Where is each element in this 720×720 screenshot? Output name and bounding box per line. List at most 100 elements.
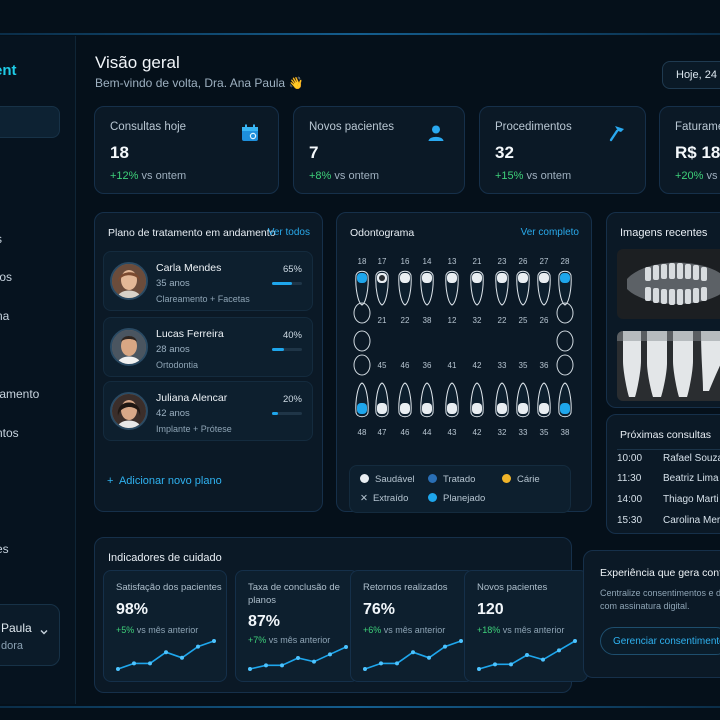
tooth-number: 23 [498, 257, 507, 266]
tooth [420, 270, 434, 306]
card-title: Odontograma [350, 227, 415, 239]
page-subtitle: Bem-vindo de volta, Dra. Ana Paula 👋 [95, 76, 304, 90]
tooth-number: 41 [448, 361, 457, 370]
stat-card-faturamento[interactable]: Faturamen R$ 18. +20% vs [659, 106, 720, 194]
sidebar-item[interactable]: ntos [0, 426, 19, 440]
sidebar-item[interactable]: tos [0, 270, 13, 284]
patient-age: 28 anos [156, 344, 190, 355]
indicator-card[interactable]: Taxa de conclusão de planos 87% +7% vs m… [235, 570, 359, 682]
sidebar-item[interactable]: es [0, 542, 9, 556]
patient-row[interactable]: Juliana Alencar 42 anos Implante + Próte… [103, 381, 313, 441]
user-name: Paula [1, 621, 32, 635]
patient-row[interactable]: Carla Mendes 35 anos Clareamento + Facet… [103, 251, 313, 311]
tooth-number: 26 [519, 257, 528, 266]
tooth-number: 47 [378, 428, 387, 437]
stat-card-consultas[interactable]: Consultas hoje 18 +12% vs ontem [94, 106, 279, 194]
tooth-number: 18 [358, 257, 367, 266]
sparkline-point [411, 650, 415, 655]
stat-value: R$ 18. [675, 143, 720, 162]
sparkline-point [573, 639, 577, 643]
stat-card-novos-pacientes[interactable]: Novos pacientes 7 +8% vs ontem [293, 106, 465, 194]
appointment-row[interactable]: 10:00 Rafael Souza [617, 449, 720, 469]
consent-title: Experiência que gera conf [600, 567, 720, 579]
tooth [445, 382, 459, 418]
tooth-number: 45 [378, 361, 387, 370]
sidebar: ent s tos na tamento ntos es Paula dora [0, 36, 76, 704]
sparkline-point [395, 661, 399, 666]
appointment-row[interactable]: 11:30 Beatriz Lima [617, 473, 719, 484]
stat-delta: +12% vs ontem [110, 170, 187, 182]
page-title: Visão geral [95, 53, 180, 72]
legend-item-extraido: ✕ Extraído [360, 493, 409, 504]
indicator-card[interactable]: Satisfação dos pacientes 98% +5% vs mês … [103, 570, 227, 682]
sparkline-point [116, 667, 120, 671]
indicator-label: Novos pacientes [477, 582, 548, 593]
card-title: Indicadores de cuidado [108, 552, 222, 564]
card-title: Plano de tratamento em andamento [108, 227, 276, 239]
sparkline-point [459, 639, 463, 643]
sidebar-item[interactable]: tamento [0, 387, 40, 401]
progress-fill [272, 412, 278, 415]
xray-image-periapical[interactable] [617, 331, 720, 401]
indicator-card[interactable]: Novos pacientes 120 +18% vs mês anterior [464, 570, 588, 682]
xray-image-panoramic[interactable] [617, 249, 720, 319]
tooth-number: 22 [498, 316, 507, 325]
brand-logo-text: ent [0, 62, 17, 79]
user-profile-menu[interactable]: Paula dora [0, 604, 60, 666]
molar-outline [556, 330, 574, 352]
appointment-row[interactable]: 14:00 Thiago Marti [617, 494, 719, 505]
view-complete-link[interactable]: Ver completo [520, 227, 579, 238]
view-all-link[interactable]: Ver todos [267, 227, 310, 238]
sparkline-point [525, 653, 529, 657]
tooth-number: 33 [519, 428, 528, 437]
patient-row[interactable]: Lucas Ferreira 28 anos Ortodontia 40% [103, 317, 313, 377]
sidebar-item[interactable]: s [0, 232, 2, 246]
tooth-number: 12 [448, 316, 457, 325]
sparkline-point [312, 659, 316, 664]
sparkline-line [117, 640, 215, 670]
tooth-number: 27 [540, 257, 549, 266]
tooth [558, 270, 572, 306]
stat-label: Novos pacientes [309, 121, 395, 133]
manage-consents-button[interactable]: Gerenciar consentimentos [600, 627, 720, 655]
appointment-row[interactable]: 15:30 Carolina Mer [617, 515, 720, 526]
chevron-down-icon [40, 630, 48, 635]
add-plan-button[interactable]: + Adicionar novo plano [107, 475, 222, 487]
tooth-number: 33 [498, 361, 507, 370]
tooth [398, 270, 412, 306]
sparkline-point [477, 667, 481, 671]
progress-percent: 40% [282, 330, 302, 341]
plus-icon: + [107, 475, 114, 487]
molar-outline [556, 354, 574, 376]
sparkline-point [427, 655, 431, 660]
tooth [355, 382, 369, 418]
stat-value: 18 [110, 143, 129, 162]
indicator-delta: +6% vs mês anterior [363, 625, 446, 635]
progress-percent: 20% [282, 394, 302, 405]
date-selector-button[interactable]: Hoje, 24 d [662, 61, 720, 89]
tooth [398, 382, 412, 418]
tooth [537, 382, 551, 418]
tooth [495, 382, 509, 418]
tooth-number: 43 [448, 428, 457, 437]
sidebar-item[interactable]: na [0, 309, 10, 323]
indicator-value: 87% [248, 613, 281, 630]
sidebar-item-active[interactable] [0, 106, 60, 138]
indicator-label: Retornos realizados [363, 582, 448, 593]
stat-label: Faturamen [675, 121, 720, 133]
tooth-number: 22 [401, 316, 410, 325]
indicator-card[interactable]: Retornos realizados 76% +6% vs mês anter… [350, 570, 474, 682]
stat-card-procedimentos[interactable]: Procedimentos 32 +15% vs ontem [479, 106, 646, 194]
indicator-delta: +18% vs mês anterior [477, 625, 565, 635]
top-frame-line [0, 33, 720, 35]
patient-name: Carla Mendes [156, 262, 222, 274]
avatar [110, 262, 148, 300]
dental-tool-icon [609, 126, 624, 142]
consent-description: Centralize consentimentos e docu com ass… [600, 588, 720, 611]
indicator-value: 120 [477, 601, 504, 618]
trend-sparkline [477, 639, 577, 671]
progress-bar [272, 348, 302, 351]
tooth-number: 44 [423, 428, 432, 437]
tooth [420, 382, 434, 418]
patient-age: 42 anos [156, 408, 190, 419]
